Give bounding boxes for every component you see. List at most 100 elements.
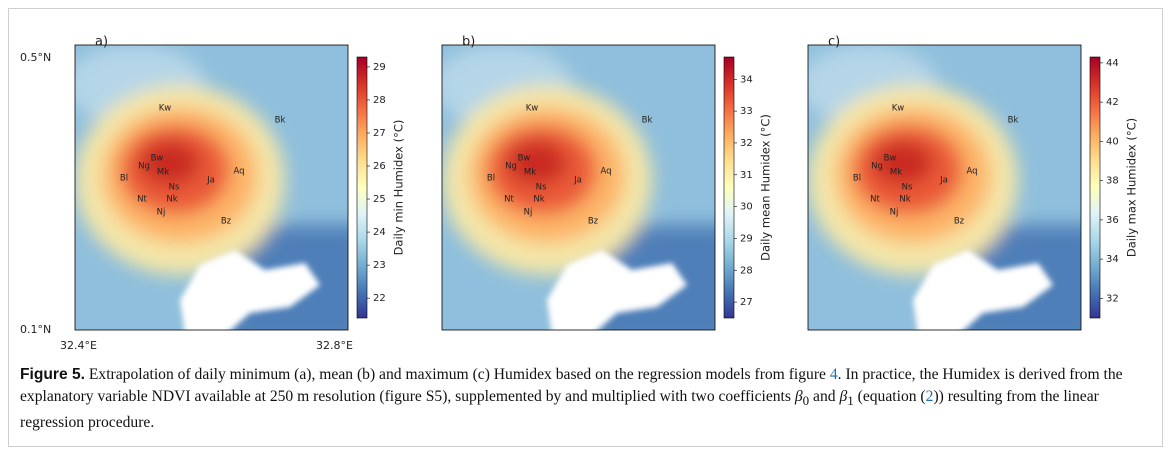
place-label: Bw bbox=[884, 154, 897, 164]
colorbar-label: Daily min Humidex (°C) bbox=[392, 120, 406, 256]
colorbar-tick-label: 23 bbox=[373, 260, 386, 271]
lat-label: 0.1°N bbox=[20, 323, 51, 336]
colorbar-label: Daily max Humidex (°C) bbox=[1125, 118, 1139, 257]
map-frame bbox=[74, 44, 349, 331]
equation-ref[interactable]: 2 bbox=[925, 388, 934, 405]
place-label: Bw bbox=[151, 154, 164, 164]
colorbar bbox=[1089, 56, 1101, 319]
caption-text: )) resulting from the linear regression … bbox=[20, 388, 1099, 432]
place-label: Nk bbox=[899, 195, 910, 205]
colorbar-tick-label: 32 bbox=[740, 138, 753, 149]
colorbar-tick-label: 28 bbox=[373, 95, 386, 106]
colorbar-tick-label: 25 bbox=[373, 194, 386, 205]
place-label: Ns bbox=[902, 183, 913, 193]
subscript: 1 bbox=[847, 393, 854, 409]
place-label: Bk bbox=[1008, 116, 1019, 126]
place-label: Nj bbox=[157, 208, 166, 218]
figure-ref[interactable]: 4 bbox=[829, 366, 838, 383]
lon-label: 32.8°E bbox=[316, 339, 353, 352]
place-label: Bl bbox=[853, 174, 861, 184]
colorbar-tick-label: 30 bbox=[740, 202, 753, 213]
place-label: Bz bbox=[588, 217, 599, 227]
lat-label: 0.5°N bbox=[20, 51, 51, 64]
place-label: Kw bbox=[159, 104, 172, 114]
colorbar-tick-label: 24 bbox=[373, 227, 386, 238]
panel-label: a) bbox=[95, 35, 108, 50]
place-label: Ja bbox=[573, 176, 582, 186]
colorbar-tick-label: 31 bbox=[740, 170, 753, 181]
figure-number: Figure 5. bbox=[20, 366, 85, 383]
place-label: Bk bbox=[275, 116, 286, 126]
place-label: Nk bbox=[166, 195, 177, 205]
place-label: Aq bbox=[966, 167, 977, 177]
place-label: Bz bbox=[221, 217, 232, 227]
place-label: Ja bbox=[939, 176, 948, 186]
colorbar bbox=[723, 56, 735, 319]
place-label: Mk bbox=[157, 168, 169, 178]
colorbar-tick-label: 33 bbox=[740, 106, 753, 117]
colorbar-tick-label: 42 bbox=[1106, 97, 1119, 108]
lake bbox=[180, 250, 320, 330]
colorbar-tick-label: 29 bbox=[740, 233, 753, 244]
place-label: Ng bbox=[871, 162, 883, 172]
map-frame bbox=[807, 44, 1082, 331]
place-label: Mk bbox=[524, 168, 536, 178]
colorbar-tick-label: 36 bbox=[1106, 215, 1119, 226]
place-label: Ng bbox=[138, 162, 150, 172]
map bbox=[442, 45, 715, 330]
map bbox=[75, 45, 348, 330]
place-label: Kw bbox=[892, 104, 905, 114]
caption: Figure 5. Extrapolation of daily minimum… bbox=[20, 364, 1160, 434]
colorbar-tick-label: 38 bbox=[1106, 176, 1119, 187]
place-label: Nj bbox=[890, 208, 899, 218]
lon-label: 32.4°E bbox=[60, 339, 97, 352]
place-label: Bl bbox=[487, 174, 495, 184]
place-label: Bk bbox=[642, 116, 653, 126]
place-label: Ns bbox=[169, 183, 180, 193]
colorbar-tick-label: 26 bbox=[373, 161, 386, 172]
caption-text: and bbox=[809, 388, 840, 405]
panel-label: b) bbox=[462, 35, 475, 50]
colorbar-tick-label: 40 bbox=[1106, 136, 1119, 147]
colorbar-tick-label: 34 bbox=[1106, 254, 1119, 265]
place-label: Aq bbox=[600, 167, 611, 177]
place-label: Bl bbox=[120, 174, 128, 184]
colorbar-tick-label: 34 bbox=[740, 74, 753, 85]
place-label: Mk bbox=[890, 168, 902, 178]
place-label: Ja bbox=[206, 176, 215, 186]
place-label: Bw bbox=[518, 154, 531, 164]
symbol: β bbox=[839, 388, 848, 405]
place-label: Nt bbox=[137, 195, 147, 205]
colorbar bbox=[356, 56, 368, 319]
place-label: Nj bbox=[524, 208, 533, 218]
caption-text: Extrapolation of daily minimum (a), mean… bbox=[85, 366, 830, 383]
panel-label: c) bbox=[828, 35, 840, 50]
place-label: Aq bbox=[233, 167, 244, 177]
caption-text: (equation ( bbox=[853, 388, 926, 405]
colorbar-tick-label: 28 bbox=[740, 265, 753, 276]
place-label: Nk bbox=[533, 195, 544, 205]
colorbar-tick-label: 27 bbox=[373, 128, 386, 139]
place-label: Kw bbox=[526, 104, 539, 114]
place-label: Ns bbox=[536, 183, 547, 193]
place-label: Bz bbox=[954, 217, 965, 227]
figure-frame bbox=[8, 8, 1163, 447]
colorbar-tick-label: 22 bbox=[373, 293, 386, 304]
colorbar-tick-label: 27 bbox=[740, 297, 753, 308]
colorbar-label: Daily mean Humidex (°C) bbox=[759, 114, 773, 261]
colorbar-tick-label: 44 bbox=[1106, 58, 1119, 69]
colorbar-tick-label: 32 bbox=[1106, 293, 1119, 304]
map-frame bbox=[441, 44, 716, 331]
map bbox=[808, 45, 1081, 330]
subscript: 0 bbox=[802, 393, 810, 409]
place-label: Nt bbox=[870, 195, 880, 205]
lake bbox=[913, 250, 1053, 330]
place-label: Nt bbox=[504, 195, 514, 205]
lake bbox=[547, 250, 687, 330]
place-label: Ng bbox=[505, 162, 517, 172]
caption-text: . In practice, the Humidex is derived fr… bbox=[20, 366, 1123, 405]
colorbar-tick-label: 29 bbox=[373, 62, 386, 73]
map-field bbox=[808, 45, 1081, 330]
